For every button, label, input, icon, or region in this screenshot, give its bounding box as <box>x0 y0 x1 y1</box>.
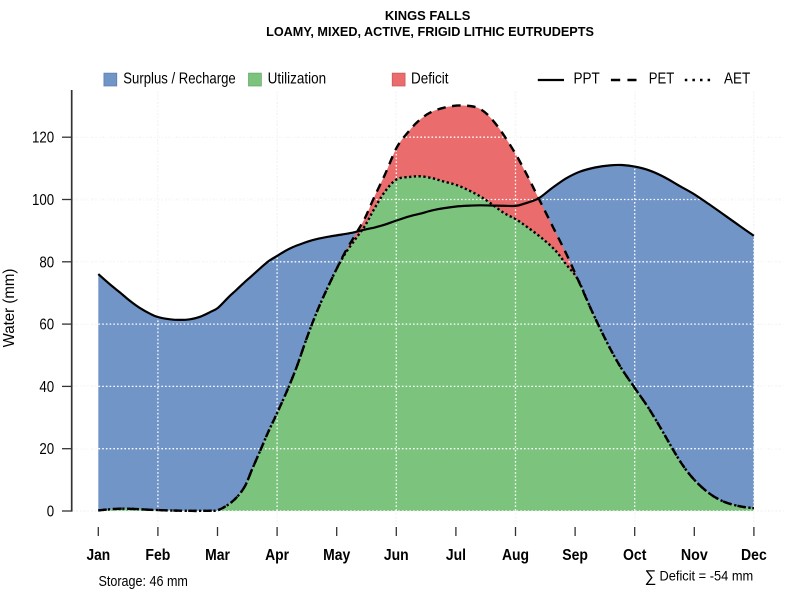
svg-text:40: 40 <box>39 379 54 396</box>
svg-text:LOAMY, MIXED, ACTIVE, FRIGID L: LOAMY, MIXED, ACTIVE, FRIGID LITHIC EUTR… <box>266 24 594 39</box>
svg-text:∑: ∑ <box>645 568 657 586</box>
svg-text:0: 0 <box>47 504 54 521</box>
svg-text:Water (mm): Water (mm) <box>1 269 18 348</box>
svg-text:Feb: Feb <box>145 547 170 564</box>
svg-text:80: 80 <box>39 254 54 271</box>
svg-text:60: 60 <box>39 317 54 334</box>
svg-text:PET: PET <box>649 70 675 87</box>
svg-text:Sep: Sep <box>562 547 588 564</box>
svg-text:Utilization: Utilization <box>268 70 327 87</box>
svg-text:Jun: Jun <box>384 547 409 564</box>
svg-text:Nov: Nov <box>681 547 708 564</box>
svg-text:Surplus / Recharge: Surplus / Recharge <box>123 70 235 87</box>
svg-text:Storage: 46 mm: Storage: 46 mm <box>99 573 188 590</box>
svg-text:100: 100 <box>32 192 54 209</box>
svg-text:Mar: Mar <box>205 547 230 564</box>
svg-text:May: May <box>323 547 350 564</box>
svg-text:Aug: Aug <box>502 547 529 564</box>
svg-text:Jan: Jan <box>86 547 110 564</box>
svg-text:Jul: Jul <box>446 547 466 564</box>
svg-text:20: 20 <box>39 441 54 458</box>
svg-text:PPT: PPT <box>574 70 600 87</box>
svg-text:AET: AET <box>724 70 750 87</box>
svg-text:KINGS FALLS: KINGS FALLS <box>385 8 471 23</box>
svg-text:120: 120 <box>32 130 54 147</box>
svg-text:Oct: Oct <box>623 547 647 564</box>
svg-text:Dec: Dec <box>741 547 767 564</box>
svg-text:Deficit = -54 mm: Deficit = -54 mm <box>660 567 754 583</box>
svg-text:Apr: Apr <box>265 547 289 564</box>
svg-text:Deficit: Deficit <box>411 70 449 87</box>
